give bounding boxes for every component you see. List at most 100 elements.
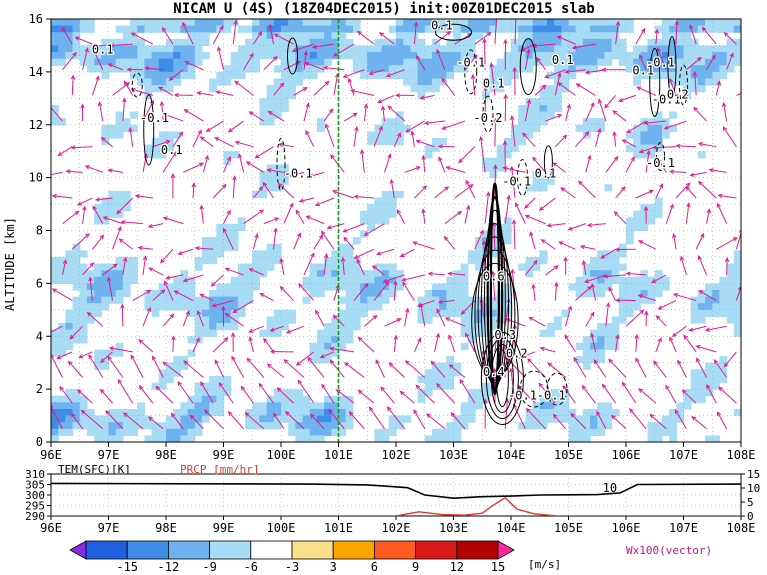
legend-swatch (373, 540, 416, 560)
y-tick-label: 4 (36, 329, 43, 343)
x-tick-label: 108E (727, 448, 756, 462)
legend-swatch (332, 540, 375, 560)
temp-line (51, 482, 741, 499)
y-tick-label: 6 (36, 276, 43, 290)
contour-label: -0.1 (140, 111, 169, 125)
legend-level-label: 3 (330, 560, 337, 574)
surface-x-tick-label: 97E (98, 521, 120, 535)
legend-swatch (126, 540, 169, 560)
x-tick-label: 107E (669, 448, 698, 462)
contour-label: -0.1 (140, 111, 169, 125)
y-tick-label: 14 (29, 65, 43, 79)
legend-unit: [m/s] (528, 558, 561, 571)
y-tick-label: 8 (36, 224, 43, 238)
precip-series-label: PRCP [mm/hr] (180, 463, 259, 476)
contour-label: 0.2 (667, 87, 689, 101)
velocity-shading (51, 19, 741, 442)
x-tick-label: 100E (267, 448, 296, 462)
contour-label: -0.1 (652, 93, 681, 107)
surface-series (51, 482, 741, 516)
contour-label: 0.4 (483, 365, 505, 379)
x-tick-label: 104E (497, 448, 526, 462)
vector-label: Wx100(vector) (626, 544, 712, 557)
surface-x-tick-label: 104E (497, 521, 526, 535)
contour-label: 0.6 (483, 270, 505, 284)
surface-right-tick-label: 5 (747, 496, 754, 509)
legend-swatch (291, 540, 334, 560)
legend-level-label: -3 (285, 560, 299, 574)
legend-level-label: 12 (450, 560, 464, 574)
legend-level-label: 9 (412, 560, 419, 574)
y-tick-label: 0 (36, 435, 43, 449)
legend-swatch (415, 540, 458, 560)
surface-right-tick-label: 10 (747, 482, 760, 495)
surface-left-tick-label: 290 (25, 510, 45, 523)
contour-label: 0.1 (161, 143, 183, 157)
legend-level-label: -15 (116, 560, 138, 574)
legend-swatch (85, 540, 128, 560)
main-y-axis: 0 2 4 6 8 10 12 14 16 (29, 12, 51, 449)
x-tick-label: 98E (155, 448, 177, 462)
surface-x-tick-label: 106E (612, 521, 641, 535)
surface-x-tick-label: 102E (382, 521, 411, 535)
y-tick-label: 12 (29, 118, 43, 132)
surface-x-tick-label: 100E (267, 521, 296, 535)
contour-label: -0.2 (474, 111, 503, 125)
contour-labels: 0.10.1-0.1 0.1 -0.10.10.1-0.10.2-0.1 -0.20.… (91, 17, 690, 404)
x-tick-label: 106E (612, 448, 641, 462)
contour-label: -0.1 (646, 56, 675, 70)
contour-label: 0.1 (483, 77, 505, 91)
contour-label: -0.1 (646, 156, 675, 170)
legend-level-label: -6 (244, 560, 258, 574)
surface-right-tick-label: 15 (747, 468, 760, 481)
legend-swatch (456, 540, 499, 560)
x-tick-label: 96E (40, 448, 62, 462)
surface-x-tick-label: 101E (324, 521, 353, 535)
legend-swatch (167, 540, 210, 560)
temp-series-label: TEM(SFC)[K] (58, 463, 131, 476)
contour-label: 0.1 (92, 42, 114, 56)
legend-swatch (69, 540, 87, 560)
y-tick-label: 10 (29, 171, 43, 185)
legend-level-label: -12 (158, 560, 180, 574)
w-contours (131, 23, 688, 426)
y-axis-label: ALTITUDE [km] (3, 217, 17, 311)
chart-title: NICAM U (4S) (18Z04DEC2015) init:00Z01DE… (173, 1, 594, 17)
contour-label: 0.1 (535, 167, 557, 181)
x-tick-label: 99E (213, 448, 235, 462)
contour-label: -0.1 (537, 389, 566, 403)
contour-label: -0.1 (284, 167, 313, 181)
surface-x-tick-label: 103E (439, 521, 468, 535)
gridlines (51, 19, 741, 442)
precip-line (51, 496, 741, 516)
legend-level-label: 15 (491, 560, 505, 574)
legend-level-label: 6 (371, 560, 378, 574)
legend-swatch (250, 540, 293, 560)
wind-vectors (51, 19, 741, 430)
x-tick-label: 103E (439, 448, 468, 462)
legend-level-label: -9 (202, 560, 216, 574)
y-tick-label: 2 (36, 382, 43, 396)
x-tick-label: 102E (382, 448, 411, 462)
surface-x-axis: 96E 97E 98E 99E 100E 101E 102E 103E 104E 105E 106E… (40, 516, 755, 535)
main-panel: 0.10.1-0.1 0.1 -0.10.10.1-0.10.2-0.1 -0.20.… (3, 12, 756, 462)
contour-label: 0.1 (431, 19, 453, 33)
surface-left-tick-label: 295 (25, 500, 45, 513)
color-legend: -15 -12 -9 -6 -3 3 6 9 12 15 (69, 540, 515, 574)
x-tick-label: 101E (324, 448, 353, 462)
surface-panel: 96E 97E 98E 99E 100E 101E 102E 103E 104E 105E 106E… (25, 463, 760, 535)
surface-right-tick-label: 0 (747, 510, 754, 523)
surface-x-tick-label: 99E (213, 521, 235, 535)
legend-swatch (209, 540, 252, 560)
contour-label: -0.1 (502, 175, 531, 189)
surface-x-tick-label: 107E (669, 521, 698, 535)
surface-left-tick-label: 310 (25, 468, 45, 481)
contour-label: -0.1 (508, 389, 537, 403)
surface-left-tick-label: 300 (25, 489, 45, 502)
legend-swatch (497, 540, 515, 560)
x-tick-label: 105E (554, 448, 583, 462)
y-tick-label: 16 (29, 12, 43, 26)
